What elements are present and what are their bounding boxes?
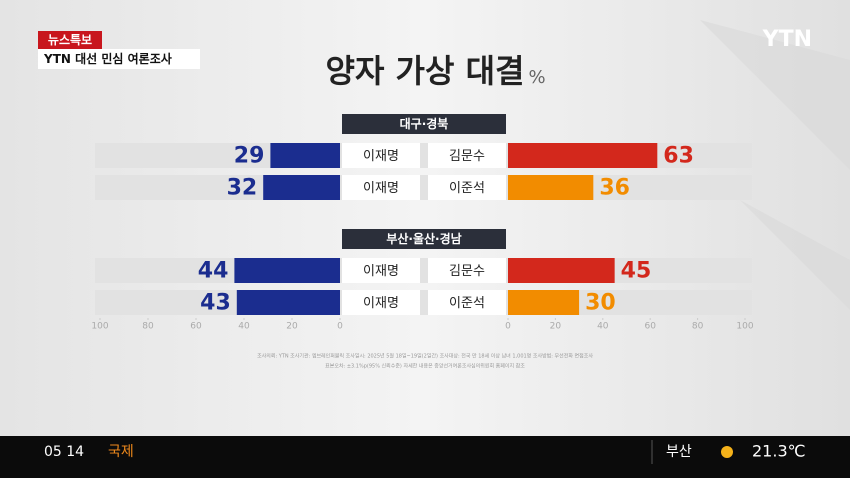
- chart-title: 양자 가상 대결: [326, 52, 525, 90]
- ticker-bar: [0, 436, 850, 478]
- candidate-name: 이재명: [363, 296, 399, 311]
- ticker-temp: 21.3℃: [752, 442, 806, 461]
- group-header-box: [342, 229, 506, 249]
- name-box: [428, 258, 506, 283]
- name-box: [428, 290, 506, 315]
- row-background: [95, 175, 752, 200]
- candidate-name: 이재명: [363, 149, 399, 164]
- ticker-section: 국제: [108, 444, 134, 460]
- x-tick-label: 20: [286, 322, 298, 332]
- value-label: 30: [585, 291, 616, 316]
- unit: %: [528, 67, 545, 88]
- x-tick-label: 100: [736, 322, 753, 332]
- candidate-name: 이준석: [449, 296, 485, 311]
- badge-box: [38, 31, 102, 49]
- program: YTN 대선 민심 여론조사: [43, 51, 172, 66]
- name-box: [342, 290, 420, 315]
- x-tick-label: 60: [644, 322, 656, 332]
- x-tick-label: 80: [692, 322, 704, 332]
- ticker-time: 05 14: [44, 444, 84, 460]
- value-label: 29: [234, 144, 265, 169]
- candidate-name: 이준석: [449, 181, 485, 196]
- value-label: 45: [621, 259, 652, 284]
- x-tick-label: 60: [190, 322, 202, 332]
- candidate-name: 이재명: [363, 181, 399, 196]
- x-tick-label: 0: [505, 322, 511, 332]
- bar: [508, 143, 658, 168]
- candidate-name: 김문수: [449, 264, 485, 279]
- value-label: 32: [227, 176, 258, 201]
- bar: [270, 143, 340, 168]
- x-tick-label: 40: [597, 322, 609, 332]
- ticker-city: 부산: [666, 444, 692, 460]
- x-tick-label: 100: [91, 322, 108, 332]
- x-tick-label: 80: [142, 322, 154, 332]
- name-box: [342, 175, 420, 200]
- row-background: [95, 258, 752, 283]
- x-tick-label: 0: [337, 322, 343, 332]
- candidate-name: 이재명: [363, 264, 399, 279]
- bar: [263, 175, 340, 200]
- value-label: 44: [198, 259, 229, 284]
- sun-icon: [721, 446, 733, 458]
- x-tick-label: 40: [238, 322, 250, 332]
- value-label: 43: [200, 291, 231, 316]
- decoration: [700, 20, 850, 310]
- footnote: 조사의뢰: YTN 조사기관: 엠브레인퍼블릭 조사일시: 2025년 5월 1…: [257, 353, 593, 360]
- program-box: [38, 49, 200, 69]
- bar: [234, 258, 340, 283]
- row-background: [95, 290, 752, 315]
- bar: [508, 175, 594, 200]
- bar: [508, 290, 580, 315]
- name-box: [342, 258, 420, 283]
- name-box: [342, 143, 420, 168]
- footnote: 표본오차: ±3.1%p(95% 신뢰수준) 자세한 내용은 중앙선거여론조사심…: [325, 363, 525, 370]
- bar: [508, 258, 615, 283]
- logo: YTN: [762, 27, 812, 52]
- candidate-name: 김문수: [449, 149, 485, 164]
- value-label: 63: [663, 144, 694, 169]
- x-tick-label: 20: [550, 322, 562, 332]
- group-header: 대구·경북: [400, 117, 449, 131]
- name-box: [428, 143, 506, 168]
- value-label: 36: [599, 176, 630, 201]
- group-header-box: [342, 114, 506, 134]
- bar: [236, 290, 340, 315]
- name-box: [428, 175, 506, 200]
- group-header: 부산·울산·경남: [386, 231, 461, 246]
- badge: 뉴스특보: [48, 32, 92, 47]
